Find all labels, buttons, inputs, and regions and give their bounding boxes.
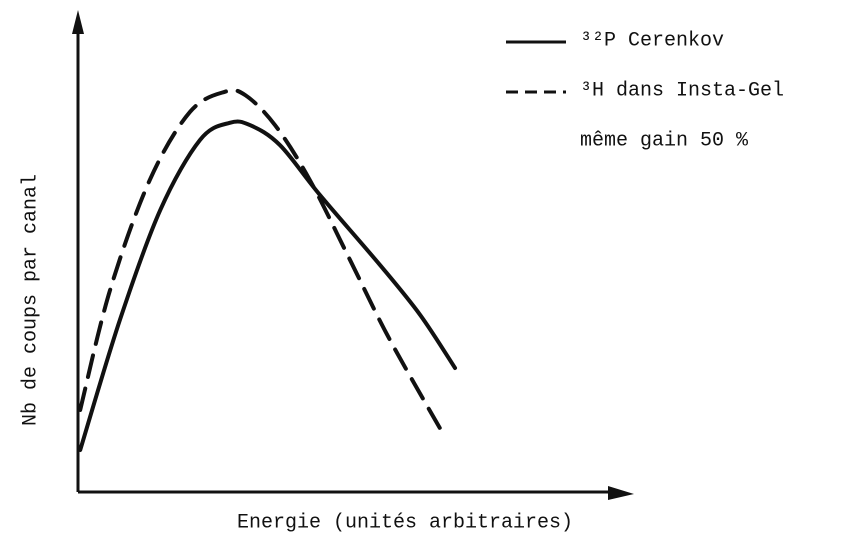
- legend-label: ³H dans Insta-Gel: [580, 79, 784, 102]
- series-line: [78, 119, 458, 453]
- x-axis-arrow: [608, 486, 634, 500]
- y-axis-label: Nb de coups par canal: [19, 174, 42, 426]
- annotation: même gain 50 %: [580, 129, 749, 152]
- x-axis-label: Energie (unités arbitraires): [237, 511, 573, 534]
- y-axis-arrow: [72, 10, 84, 34]
- legend-label: ³²P Cerenkov: [580, 29, 724, 52]
- series-line: [78, 88, 448, 440]
